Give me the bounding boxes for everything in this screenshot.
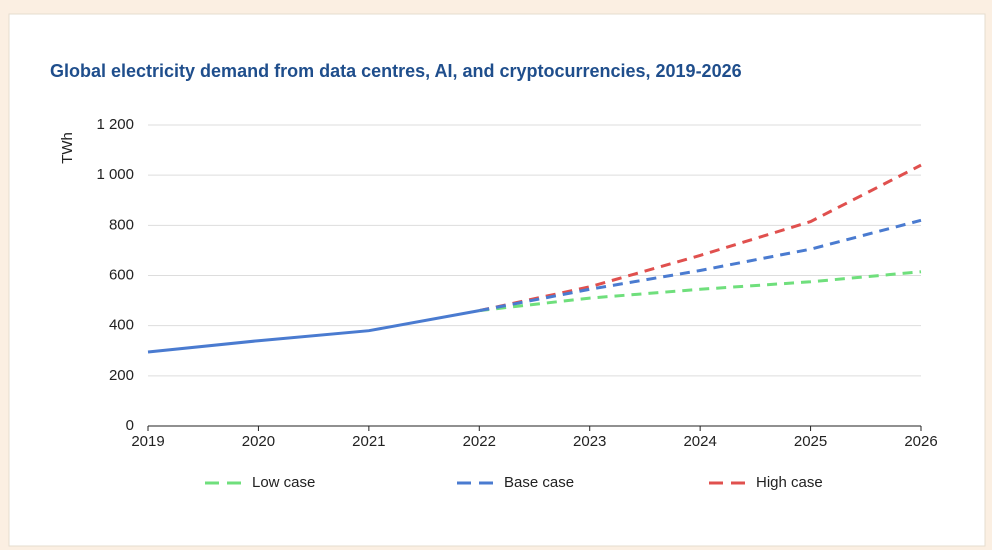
chart-title: Global electricity demand from data cent… (50, 61, 742, 81)
y-axis-label: TWh (59, 132, 76, 164)
x-tick-label: 2025 (794, 433, 827, 450)
series-line (147, 309, 480, 354)
x-tick-label: 2024 (683, 433, 716, 450)
y-tick-label: 200 (109, 367, 134, 384)
y-tick-label: 1 000 (96, 166, 134, 183)
x-tick-label: 2022 (463, 433, 496, 450)
series-line (479, 218, 922, 313)
x-tick-label: 2020 (242, 433, 275, 450)
y-tick-label: 800 (109, 216, 134, 233)
legend-label: Base case (504, 474, 574, 491)
y-tick-label: 600 (109, 266, 134, 283)
y-tick-label: 0 (126, 417, 134, 434)
legend-label: High case (756, 474, 823, 491)
x-tick-label: 2019 (131, 433, 164, 450)
legend-label: Low case (252, 474, 315, 491)
x-tick-label: 2021 (352, 433, 385, 450)
series-line (478, 163, 922, 313)
x-tick-label: 2026 (904, 433, 937, 450)
y-tick-label: 400 (109, 317, 134, 334)
y-tick-label: 1 200 (96, 116, 134, 133)
series-line (479, 270, 922, 313)
x-tick-label: 2023 (573, 433, 606, 450)
